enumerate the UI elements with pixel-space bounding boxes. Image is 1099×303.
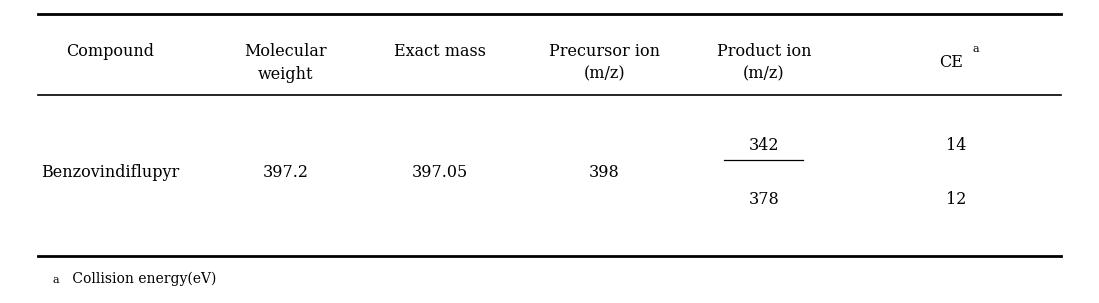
Text: 397.05: 397.05 — [411, 164, 468, 181]
Text: a: a — [53, 275, 59, 285]
Text: 14: 14 — [946, 137, 966, 154]
Text: 398: 398 — [589, 164, 620, 181]
Text: Benzovindiflupyr: Benzovindiflupyr — [41, 164, 179, 181]
Text: weight: weight — [258, 66, 313, 83]
Text: Product ion: Product ion — [717, 43, 811, 60]
Text: 342: 342 — [748, 137, 779, 154]
Text: CE: CE — [939, 54, 963, 72]
Text: a: a — [973, 44, 979, 54]
Text: Collision energy(eV): Collision energy(eV) — [68, 272, 217, 286]
Text: Exact mass: Exact mass — [393, 43, 486, 60]
Text: Compound: Compound — [66, 43, 154, 60]
Text: (m/z): (m/z) — [743, 66, 785, 83]
Text: Precursor ion: Precursor ion — [548, 43, 660, 60]
Text: 12: 12 — [946, 191, 966, 208]
Text: (m/z): (m/z) — [584, 66, 625, 83]
Text: 378: 378 — [748, 191, 779, 208]
Text: 397.2: 397.2 — [263, 164, 309, 181]
Text: Molecular: Molecular — [244, 43, 328, 60]
